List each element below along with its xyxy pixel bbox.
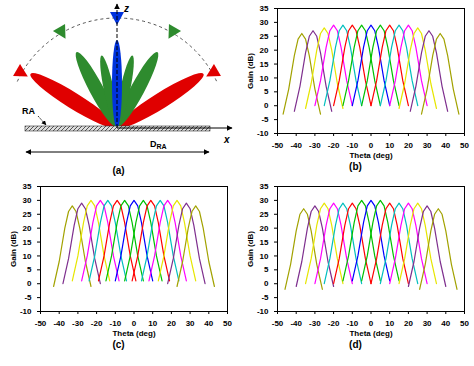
svg-text:-10: -10	[110, 319, 122, 328]
html-text:(a): (a)	[112, 165, 125, 176]
svg-text:20: 20	[404, 319, 413, 328]
svg-text:40: 40	[204, 319, 213, 328]
svg-text:-30: -30	[309, 141, 321, 150]
svg-text:0: 0	[264, 101, 269, 110]
svg-text:30: 30	[423, 141, 432, 150]
svg-text:5: 5	[27, 265, 32, 274]
svg-text:30: 30	[260, 18, 269, 27]
svg-text:0: 0	[264, 279, 269, 288]
svg-text:-10: -10	[347, 319, 359, 328]
svg-text:Theta (deg): Theta (deg)	[112, 329, 155, 338]
svg-text:30: 30	[186, 319, 195, 328]
svg-text:-5: -5	[24, 293, 32, 302]
svg-text:20: 20	[260, 46, 269, 55]
svg-text:20: 20	[23, 224, 32, 233]
svg-text:25: 25	[23, 210, 32, 219]
svg-text:15: 15	[260, 60, 269, 69]
svg-text:-10: -10	[347, 141, 359, 150]
svg-text:-5: -5	[261, 115, 269, 124]
svg-text:-20: -20	[328, 319, 340, 328]
svg-text:0: 0	[132, 319, 137, 328]
svg-text:-30: -30	[309, 319, 321, 328]
svg-text:0: 0	[27, 279, 32, 288]
svg-text:30: 30	[23, 196, 32, 205]
svg-text:35: 35	[23, 182, 32, 191]
svg-text:-40: -40	[53, 319, 65, 328]
svg-text:15: 15	[260, 238, 269, 247]
svg-text:-5: -5	[261, 293, 269, 302]
svg-text:-20: -20	[91, 319, 103, 328]
svg-text:-10: -10	[20, 307, 32, 316]
svg-text:40: 40	[441, 141, 450, 150]
svg-text:30: 30	[260, 196, 269, 205]
svg-text:25: 25	[260, 210, 269, 219]
svg-text:50: 50	[460, 141, 469, 150]
svg-text:0: 0	[369, 319, 374, 328]
svg-text:x: x	[223, 134, 230, 145]
svg-text:-40: -40	[290, 141, 302, 150]
svg-text:35: 35	[260, 4, 269, 13]
svg-text:Gain (dB): Gain (dB)	[246, 53, 255, 89]
svg-text:15: 15	[23, 238, 32, 247]
svg-text:50: 50	[460, 319, 469, 328]
svg-text:10: 10	[260, 74, 269, 83]
svg-text:5: 5	[264, 265, 269, 274]
svg-text:DRA: DRA	[150, 139, 167, 150]
svg-text:10: 10	[385, 141, 394, 150]
svg-text:10: 10	[148, 319, 157, 328]
svg-text:20: 20	[260, 224, 269, 233]
svg-text:35: 35	[260, 182, 269, 191]
svg-text:-20: -20	[328, 141, 340, 150]
svg-text:20: 20	[167, 319, 176, 328]
svg-text:-50: -50	[272, 319, 284, 328]
svg-text:10: 10	[385, 319, 394, 328]
svg-text:-10: -10	[257, 129, 269, 138]
svg-text:20: 20	[404, 141, 413, 150]
svg-text:-10: -10	[257, 307, 269, 316]
html-text:(d): (d)	[349, 339, 362, 350]
svg-text:0: 0	[369, 141, 374, 150]
svg-text:-30: -30	[72, 319, 84, 328]
svg-text:5: 5	[264, 87, 269, 96]
svg-text:RA: RA	[22, 106, 35, 116]
svg-text:Gain (dB): Gain (dB)	[9, 231, 18, 267]
svg-text:10: 10	[23, 252, 32, 261]
svg-text:-50: -50	[35, 319, 47, 328]
svg-text:-40: -40	[290, 319, 302, 328]
svg-text:30: 30	[423, 319, 432, 328]
svg-text:10: 10	[260, 252, 269, 261]
svg-text:50: 50	[223, 319, 232, 328]
svg-text:z: z	[123, 3, 129, 14]
html-text:(b): (b)	[349, 161, 362, 172]
svg-text:-50: -50	[272, 141, 284, 150]
html-text:(c): (c)	[112, 339, 125, 350]
svg-text:Theta (deg): Theta (deg)	[349, 151, 392, 160]
svg-text:Gain (dB): Gain (dB)	[246, 231, 255, 267]
svg-text:40: 40	[441, 319, 450, 328]
svg-text:Theta (deg): Theta (deg)	[349, 329, 392, 338]
svg-text:25: 25	[260, 32, 269, 41]
